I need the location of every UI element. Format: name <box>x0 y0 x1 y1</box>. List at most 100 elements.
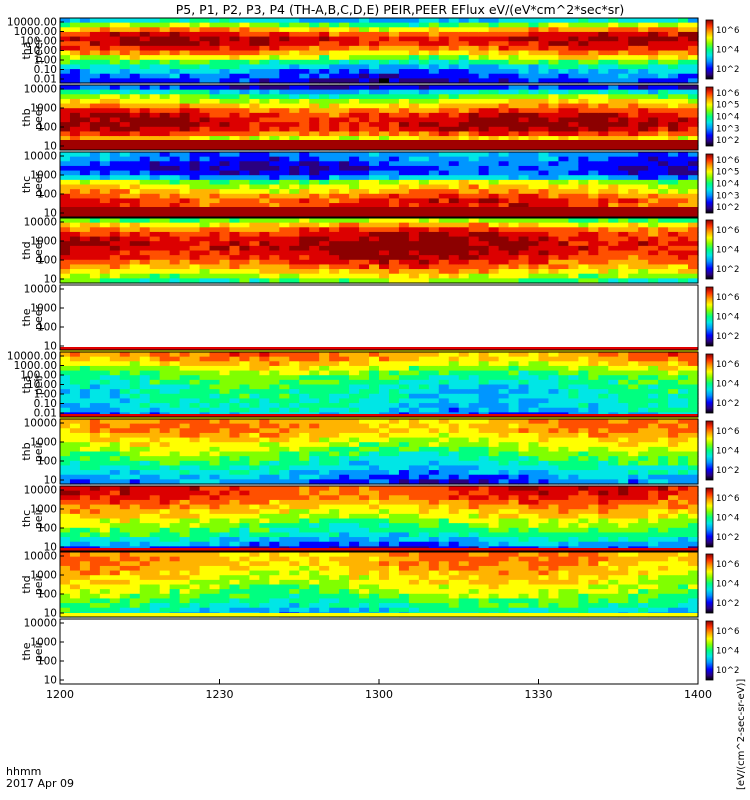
spectrogram-cell <box>279 245 290 252</box>
spectrogram-cell <box>369 231 380 238</box>
spectrogram-cell <box>209 352 221 358</box>
spectrogram-cell <box>608 356 619 362</box>
spectrogram-cell <box>229 273 241 279</box>
spectrogram-cell <box>109 460 121 467</box>
spectrogram-cell <box>139 112 151 119</box>
spectrogram-cell <box>209 446 221 453</box>
spectrogram-cell <box>528 393 540 400</box>
spectrogram-cell <box>548 78 560 84</box>
spectrogram-cell <box>109 384 121 390</box>
spectrogram-cell <box>209 126 221 133</box>
spectrogram-cell <box>149 465 161 471</box>
spectrogram-cell <box>349 45 360 52</box>
spectrogram-cell <box>648 59 659 66</box>
spectrogram-cell <box>418 398 430 404</box>
spectrogram-cell <box>658 152 669 158</box>
spectrogram-cell <box>249 419 260 425</box>
spectrogram-cell <box>249 89 260 95</box>
spectrogram-cell <box>658 126 669 133</box>
spectrogram-cell <box>628 156 639 162</box>
spectrogram-cell <box>538 85 550 91</box>
spectrogram-cell <box>239 64 251 70</box>
spectrogram-cell <box>478 55 490 61</box>
spectrogram-cell <box>239 55 251 61</box>
spectrogram-cell <box>508 112 520 119</box>
spectrogram-cell <box>139 389 151 395</box>
spectrogram-cell <box>628 356 639 362</box>
spectrogram-cell <box>418 375 430 381</box>
spectrogram-cell <box>309 446 320 453</box>
spectrogram-cell <box>60 18 71 24</box>
spectrogram-cell <box>209 78 221 84</box>
spectrogram-cell <box>678 203 689 209</box>
spectrogram-cell <box>478 384 490 390</box>
spectrogram-cell <box>688 85 699 91</box>
spectrogram-cell <box>199 227 211 233</box>
y-axis-species-label: peer <box>32 238 45 264</box>
spectrogram-cell <box>299 198 310 204</box>
spectrogram-cell <box>339 250 350 256</box>
spectrogram-cell <box>588 273 599 279</box>
spectrogram-cell <box>329 126 340 133</box>
spectrogram-cell <box>239 198 251 204</box>
spectrogram-cell <box>508 122 520 128</box>
spectrogram-cell <box>588 361 599 367</box>
spectrogram-cell <box>658 356 669 362</box>
spectrogram-cell <box>658 59 669 66</box>
spectrogram-cell <box>269 31 280 38</box>
spectrogram-cell <box>299 36 310 42</box>
spectrogram-cell <box>388 122 400 128</box>
spectrogram-cell <box>349 203 360 209</box>
spectrogram-cell <box>598 259 609 266</box>
spectrogram-cell <box>528 370 540 376</box>
spectrogram-cell <box>359 179 370 186</box>
spectrogram-cell <box>448 112 460 119</box>
spectrogram-cell <box>339 407 350 413</box>
spectrogram-cell <box>598 184 609 190</box>
spectrogram-cell <box>578 241 589 247</box>
spectrogram-cell <box>99 184 111 190</box>
spectrogram-cell <box>239 456 251 462</box>
spectrogram-cell <box>528 361 540 367</box>
spectrogram-cell <box>339 231 350 238</box>
spectrogram-cell <box>249 189 260 195</box>
spectrogram-cell <box>578 27 589 33</box>
spectrogram-cell <box>69 50 81 56</box>
spectrogram-cell <box>229 218 241 224</box>
spectrogram-cell <box>388 131 400 137</box>
spectrogram-cell <box>438 250 450 256</box>
spectrogram-cell <box>388 218 400 224</box>
spectrogram-cell <box>239 437 251 443</box>
spectrogram-cell <box>209 269 221 275</box>
panel-frame <box>59 217 699 284</box>
spectrogram-cell <box>379 218 390 224</box>
spectrogram-cell <box>608 18 619 24</box>
spectrogram-cell <box>458 108 470 114</box>
spectrogram-cell <box>678 136 689 142</box>
spectrogram-cell <box>159 136 171 142</box>
spectrogram-cell <box>239 273 251 279</box>
spectrogram-cell <box>598 241 609 247</box>
spectrogram-cell <box>139 103 151 109</box>
spectrogram-cell <box>608 269 619 275</box>
spectrogram-cell <box>219 465 231 471</box>
spectrogram-cell <box>488 365 500 372</box>
spectrogram-cell <box>129 231 141 238</box>
spectrogram-cell <box>109 98 121 105</box>
spectrogram-cell <box>109 103 121 109</box>
spectrogram-cell <box>628 152 639 158</box>
spectrogram-cell <box>69 428 81 434</box>
spectrogram-cell <box>229 470 241 476</box>
spectrogram-cell <box>618 393 629 400</box>
spectrogram-cell <box>169 407 181 413</box>
panel-stack: 10000.001000.00100.0010.001.000.100.01th… <box>7 17 739 687</box>
spectrogram-cell <box>329 361 340 367</box>
spectrogram-cell <box>598 122 609 128</box>
spectrogram-cell <box>398 31 410 38</box>
spectrogram-cell <box>668 165 679 172</box>
spectrogram-cell <box>319 446 330 453</box>
spectrogram-cell <box>279 389 290 395</box>
spectrogram-cell <box>89 18 101 24</box>
spectrogram-cell <box>638 222 649 228</box>
spectrogram-cell <box>129 122 141 128</box>
